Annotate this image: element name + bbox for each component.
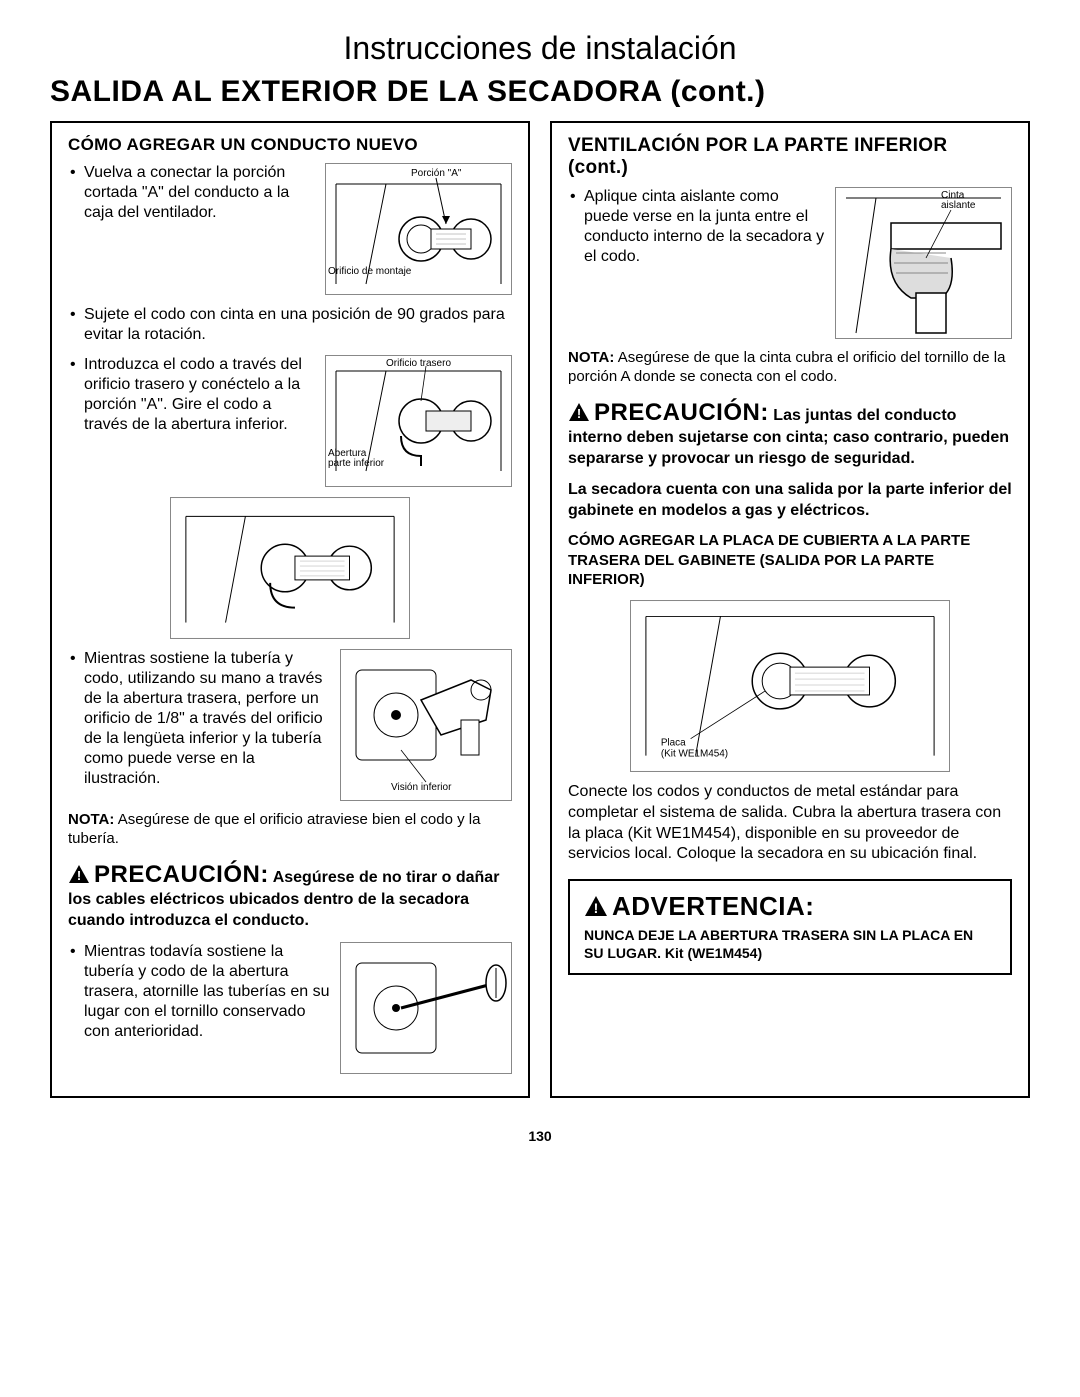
- list-item: Vuelva a conectar la porción cortada "A"…: [68, 163, 512, 295]
- fig-label: parte inferior: [328, 458, 385, 469]
- warning-icon: !: [68, 864, 90, 891]
- right-bullets-1: Aplique cinta aislante como puede verse …: [568, 187, 1012, 339]
- fig-label: aislante: [941, 200, 976, 211]
- nota-1: NOTA: Asegúrese de que el orificio atrav…: [68, 811, 512, 849]
- warning-box: ! ADVERTENCIA: NUNCA DEJE LA ABERTURA TR…: [568, 879, 1012, 974]
- bullet-text: Introduzca el codo a través del orificio…: [84, 355, 315, 435]
- sub-heading-2: CÓMO AGREGAR LA PLACA DE CUBIERTA A LA P…: [568, 531, 1012, 590]
- fig-label: (Kit WE1M454): [661, 749, 728, 760]
- caution-r1: ! PRECAUCIÓN: Las juntas del conducto in…: [568, 397, 1012, 470]
- right-heading: VENTILACIÓN POR LA PARTE INFERIOR (cont.…: [568, 135, 1012, 179]
- fig-label: Orificio trasero: [386, 358, 451, 369]
- list-item: Sujete el codo con cinta en una posición…: [68, 305, 512, 345]
- bold-para: La secadora cuenta con una salida por la…: [568, 480, 1012, 522]
- caution-word: PRECAUCIÓN:: [94, 861, 269, 888]
- figure-r1: Cinta aislante: [835, 187, 1012, 339]
- right-column: VENTILACIÓN POR LA PARTE INFERIOR (cont.…: [550, 121, 1030, 1098]
- figure-5: [340, 942, 512, 1074]
- bullet-text: Vuelva a conectar la porción cortada "A"…: [84, 163, 315, 223]
- bullet-text: Aplique cinta aislante como puede verse …: [584, 187, 825, 267]
- left-bullets-3: Mientras todavía sostiene la tubería y c…: [68, 942, 512, 1074]
- page-number: 130: [50, 1128, 1030, 1144]
- left-column: CÓMO AGREGAR UN CONDUCTO NUEVO Vuelva a …: [50, 121, 530, 1098]
- caution-1: ! PRECAUCIÓN: Asegúrese de no tirar o da…: [68, 859, 512, 932]
- list-item: Mientras sostiene la tubería y codo, uti…: [68, 649, 512, 801]
- left-bullets-2: Mientras sostiene la tubería y codo, uti…: [68, 649, 512, 801]
- svg-text:!: !: [594, 900, 599, 916]
- main-heading: SALIDA AL EXTERIOR DE LA SECADORA (cont.…: [50, 75, 1030, 109]
- list-item: Mientras todavía sostiene la tubería y c…: [68, 942, 512, 1074]
- nota-text: Asegúrese de que el orificio atraviese b…: [68, 811, 480, 847]
- figure-r2: Placa (Kit WE1M454): [630, 600, 950, 772]
- svg-text:!: !: [577, 406, 581, 421]
- svg-text:!: !: [77, 868, 81, 883]
- warning-icon: !: [584, 895, 608, 922]
- nota-r1: NOTA: Asegúrese de que la cinta cubra el…: [568, 349, 1012, 387]
- page-title: Instrucciones de instalación: [50, 30, 1030, 67]
- para-r2: Conecte los codos y conductos de metal e…: [568, 782, 1012, 865]
- figure-2: Orificio trasero Abertura parte inferior: [325, 355, 512, 487]
- fig-label: Orificio de montaje: [328, 266, 412, 277]
- list-item: Aplique cinta aislante como puede verse …: [568, 187, 1012, 339]
- fig-label: Visión inferior: [391, 782, 452, 793]
- fig-label: Placa: [661, 738, 686, 749]
- bullet-text: Mientras sostiene la tubería y codo, uti…: [84, 649, 330, 789]
- warning-icon: !: [568, 402, 590, 429]
- nota-label: NOTA:: [68, 811, 114, 828]
- figure-1: Porción "A" Orificio de montaje: [325, 163, 512, 295]
- content-columns: CÓMO AGREGAR UN CONDUCTO NUEVO Vuelva a …: [50, 121, 1030, 1098]
- figure-3: [170, 497, 410, 639]
- left-bullets-1: Vuelva a conectar la porción cortada "A"…: [68, 163, 512, 487]
- nota-label: NOTA:: [568, 349, 614, 366]
- nota-text: Asegúrese de que la cinta cubra el orifi…: [568, 349, 1005, 385]
- left-heading: CÓMO AGREGAR UN CONDUCTO NUEVO: [68, 135, 512, 155]
- warning-text: NUNCA DEJE LA ABERTURA TRASERA SIN LA PL…: [584, 926, 996, 962]
- caution-word: PRECAUCIÓN:: [594, 399, 769, 426]
- bullet-text: Mientras todavía sostiene la tubería y c…: [84, 942, 330, 1042]
- fig-label: Porción "A": [411, 168, 462, 179]
- figure-4: Visión inferior: [340, 649, 512, 801]
- list-item: Introduzca el codo a través del orificio…: [68, 355, 512, 487]
- warning-word: ADVERTENCIA:: [612, 891, 814, 921]
